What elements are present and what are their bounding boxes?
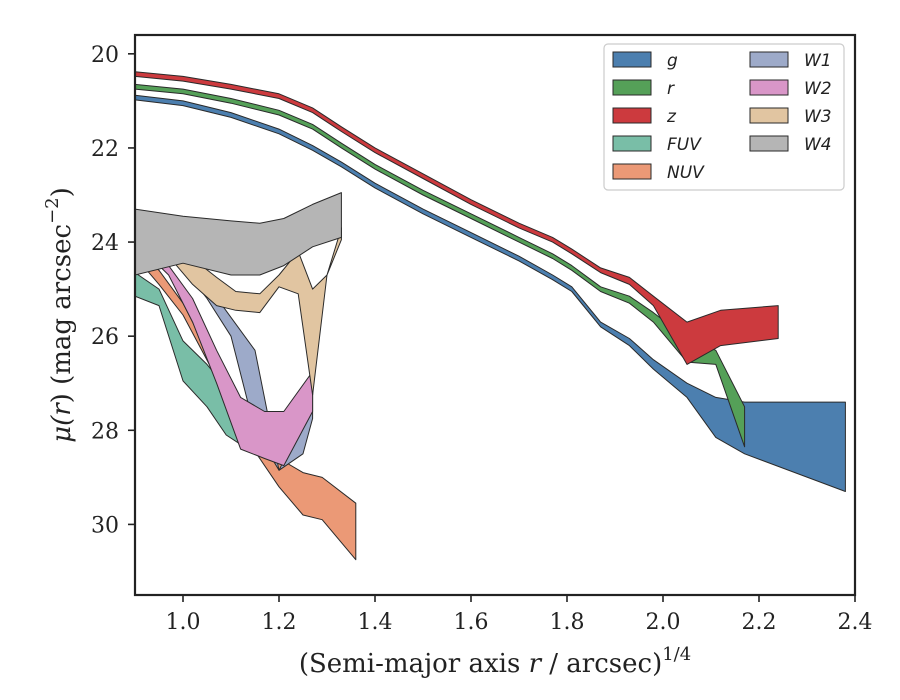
legend-swatch-fuv — [612, 135, 652, 152]
y-tick-label: 28 — [91, 419, 119, 444]
legend-label-nuv: NUV — [667, 163, 705, 183]
legend-label-w4: W4 — [804, 135, 832, 155]
legend: grz FUV NUV W1 W2 W3 W4 — [603, 43, 845, 191]
y-axis: 20 22 24 26 28 30 — [91, 43, 135, 538]
band-g — [135, 94, 846, 492]
legend-swatch-w3 — [749, 107, 789, 124]
x-tick-label: 1.0 — [166, 610, 201, 635]
x-axis-label: (Semi-major axis r / arcsec)1/4 — [299, 644, 691, 679]
x-tick-label: 1.4 — [358, 610, 393, 635]
profile-bands — [135, 71, 846, 561]
band-w2 — [135, 222, 314, 467]
legend-label-w1: W1 — [804, 51, 832, 71]
y-tick-label: 20 — [91, 43, 119, 68]
band-z — [135, 71, 779, 365]
legend-label-fuv: FUV — [667, 135, 702, 155]
legend-label-g: g — [667, 51, 678, 71]
legend-swatch-r — [612, 79, 652, 96]
x-axis: 1.0 1.2 1.4 1.6 1.8 2.0 2.2 2.4 — [166, 595, 873, 635]
x-tick-label: 2.2 — [742, 610, 777, 635]
x-tick-label: 2.4 — [838, 610, 873, 635]
band-w4 — [135, 192, 342, 276]
band-w3 — [135, 227, 342, 396]
legend-swatch-w1 — [749, 51, 789, 68]
x-tick-label: 2.0 — [646, 610, 681, 635]
y-tick-label: 30 — [91, 513, 119, 538]
legend-swatch-z — [612, 107, 652, 124]
legend-label-z: z — [666, 107, 677, 127]
x-tick-label: 1.6 — [454, 610, 489, 635]
band-r — [135, 83, 746, 448]
plot-frame — [133, 33, 857, 597]
legend-label-w2: W2 — [804, 79, 832, 99]
legend-swatch-w4 — [749, 135, 789, 152]
y-axis-label: μ(r) (mag arcsec−2) — [42, 187, 77, 443]
y-tick-label: 22 — [91, 137, 119, 162]
x-tick-label: 1.2 — [262, 610, 297, 635]
y-tick-label: 26 — [91, 325, 119, 350]
legend-swatch-g — [612, 51, 652, 68]
y-tick-label: 24 — [91, 231, 119, 256]
x-tick-label: 1.8 — [550, 610, 585, 635]
legend-swatch-w2 — [749, 79, 789, 96]
legend-label-w3: W3 — [804, 107, 832, 127]
legend-swatch-nuv — [612, 163, 652, 180]
legend-label-r: r — [667, 79, 675, 99]
